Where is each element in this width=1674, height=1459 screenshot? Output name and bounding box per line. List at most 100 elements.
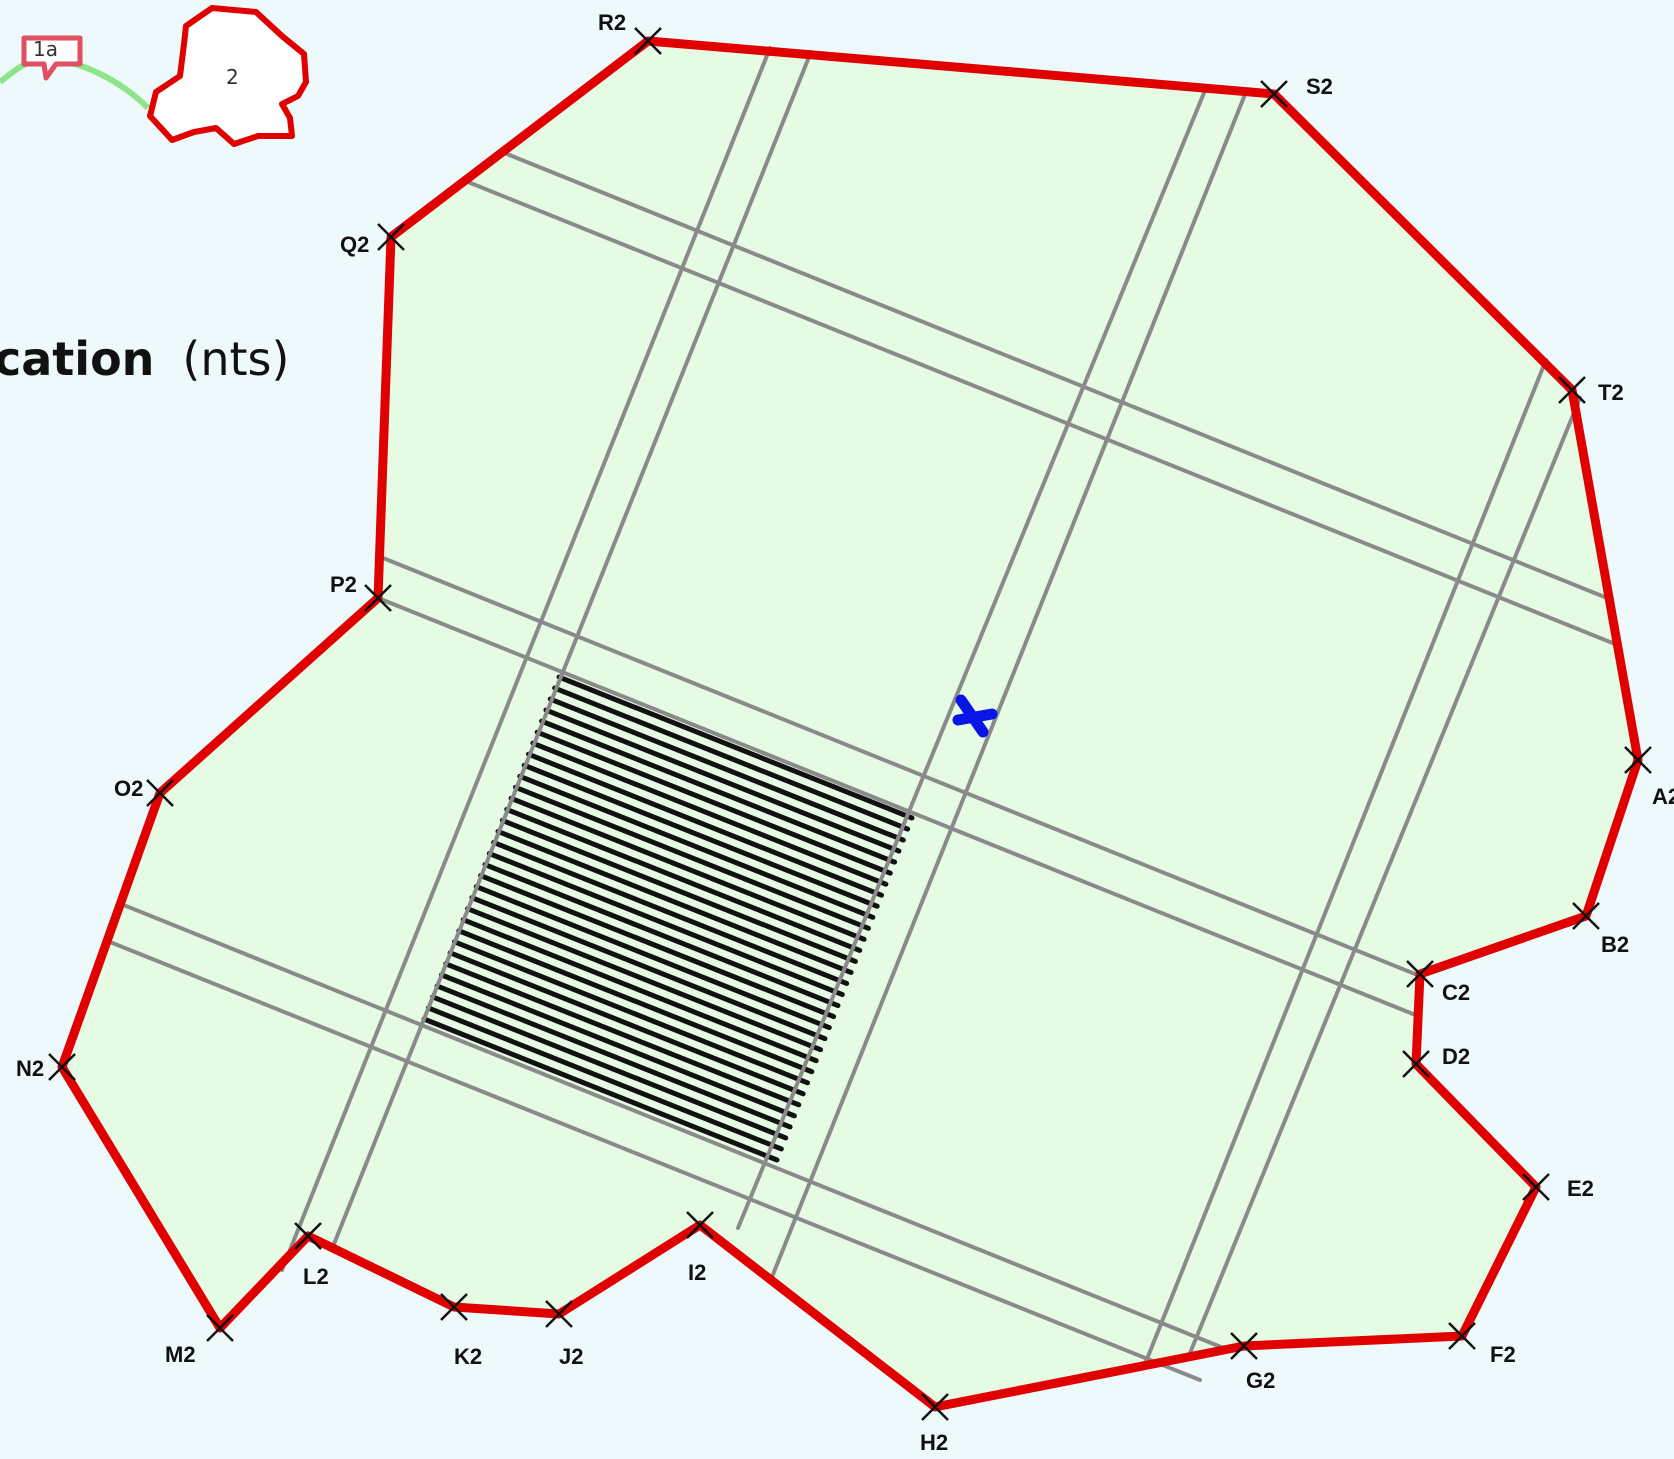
x-cross-icon bbox=[206, 1314, 234, 1342]
vertex-t2[interactable]: T2 bbox=[1558, 376, 1624, 405]
site-area bbox=[62, 41, 1638, 1407]
hatch-line bbox=[460, 917, 819, 1064]
vertex-d2[interactable]: D2 bbox=[1402, 1044, 1470, 1078]
x-cross-icon bbox=[545, 1300, 573, 1328]
hatch-line bbox=[469, 895, 828, 1042]
vertex-b2[interactable]: B2 bbox=[1572, 902, 1629, 957]
vertex-label: B2 bbox=[1601, 932, 1629, 957]
vertex-label: M2 bbox=[165, 1342, 196, 1367]
vertex-r2[interactable]: R2 bbox=[598, 10, 662, 55]
x-cross-icon bbox=[1522, 1173, 1550, 1201]
vertex-label: F2 bbox=[1490, 1342, 1516, 1367]
x-cross-icon bbox=[1558, 376, 1586, 404]
vertex-a2[interactable]: A2 bbox=[1624, 746, 1674, 809]
x-cross-icon bbox=[146, 779, 174, 807]
hatch-line bbox=[473, 884, 832, 1031]
x-cross-icon bbox=[686, 1211, 714, 1239]
vertex-c2[interactable]: C2 bbox=[1406, 960, 1470, 1005]
vertex-n2[interactable]: N2 bbox=[16, 1053, 76, 1081]
blue-plus-icon[interactable] bbox=[952, 694, 998, 738]
vertex-label: L2 bbox=[303, 1264, 329, 1289]
hatch-line bbox=[478, 873, 837, 1020]
hatch-line bbox=[430, 994, 789, 1141]
vertex-m2[interactable]: M2 bbox=[165, 1314, 234, 1367]
x-cross-icon bbox=[634, 27, 662, 55]
vertex-label: A2 bbox=[1652, 784, 1674, 809]
vertex-f2[interactable]: F2 bbox=[1448, 1322, 1516, 1367]
title-text: cation bbox=[0, 332, 155, 386]
x-cross-icon bbox=[377, 223, 405, 251]
vertex-label: R2 bbox=[598, 10, 626, 35]
hatch-line bbox=[556, 674, 915, 821]
x-cross-icon bbox=[1406, 960, 1434, 988]
vertex-p2[interactable]: P2 bbox=[330, 572, 392, 612]
grid-lines bbox=[108, 46, 1622, 1382]
hatch-line bbox=[421, 1016, 780, 1163]
hatch-line bbox=[465, 906, 824, 1053]
hatch-line bbox=[425, 1005, 784, 1152]
hatch-line bbox=[547, 696, 906, 843]
vertex-label: O2 bbox=[114, 776, 143, 801]
hatch-line bbox=[534, 729, 893, 876]
hatch-line bbox=[521, 762, 880, 909]
vertex-label: P2 bbox=[330, 572, 357, 597]
hatch-line bbox=[434, 983, 793, 1130]
hatch-line bbox=[530, 740, 889, 887]
hatch-line bbox=[447, 950, 806, 1097]
hatch-line bbox=[491, 839, 850, 986]
x-cross-icon bbox=[1448, 1322, 1476, 1350]
hatch-line bbox=[451, 939, 810, 1086]
hatch-line bbox=[526, 751, 885, 898]
vertex-g2[interactable]: G2 bbox=[1230, 1332, 1275, 1393]
x-cross-icon bbox=[921, 1393, 949, 1421]
hatch-line bbox=[512, 784, 871, 931]
scale-note: (nts) bbox=[182, 332, 290, 386]
vertex-label: T2 bbox=[1598, 380, 1624, 405]
vertex-label: I2 bbox=[688, 1260, 706, 1285]
inset-tag-label: 1a bbox=[33, 37, 58, 61]
vertex-label: K2 bbox=[454, 1344, 482, 1369]
hatch-line bbox=[543, 707, 902, 854]
vertex-e2[interactable]: E2 bbox=[1522, 1173, 1594, 1201]
hatch-line bbox=[508, 795, 867, 942]
page-title: cation (nts) bbox=[0, 332, 289, 386]
vertex-q2[interactable]: Q2 bbox=[340, 223, 405, 257]
vertex-label: Q2 bbox=[340, 232, 369, 257]
vertex-label: H2 bbox=[920, 1430, 948, 1455]
x-cross-icon bbox=[1230, 1332, 1258, 1360]
vertex-label: N2 bbox=[16, 1056, 44, 1081]
x-cross-icon bbox=[440, 1293, 468, 1321]
vertex-label: J2 bbox=[559, 1344, 583, 1369]
vertex-label: G2 bbox=[1246, 1368, 1275, 1393]
vertex-i2[interactable]: I2 bbox=[686, 1211, 714, 1285]
x-cross-icon bbox=[294, 1222, 322, 1250]
vertex-label: E2 bbox=[1567, 1176, 1594, 1201]
hatch-line bbox=[482, 862, 841, 1009]
hatch-line bbox=[517, 773, 876, 920]
vertex-j2[interactable]: J2 bbox=[545, 1300, 583, 1369]
hatch-line bbox=[456, 928, 815, 1075]
hatched-block bbox=[421, 674, 915, 1163]
vertex-label: S2 bbox=[1306, 74, 1333, 99]
x-cross-icon bbox=[1572, 902, 1600, 930]
x-cross-icon bbox=[1260, 80, 1288, 108]
vertex-h2[interactable]: H2 bbox=[920, 1393, 949, 1455]
vertex-s2[interactable]: S2 bbox=[1260, 74, 1333, 108]
inset-tag[interactable]: 1a bbox=[21, 35, 83, 81]
x-cross-icon bbox=[1402, 1050, 1430, 1078]
inset-site[interactable]: 2 bbox=[147, 5, 309, 147]
vertex-k2[interactable]: K2 bbox=[440, 1293, 482, 1369]
vertex-label: D2 bbox=[1442, 1044, 1470, 1069]
hatch-line bbox=[539, 718, 898, 865]
hatch-line bbox=[438, 972, 797, 1119]
inset-site-label: 2 bbox=[226, 65, 239, 89]
vertex-o2[interactable]: O2 bbox=[114, 776, 174, 807]
hatch-line bbox=[552, 685, 911, 832]
hatch-line bbox=[443, 961, 802, 1108]
hatch-line bbox=[504, 806, 863, 953]
hatch-line bbox=[499, 817, 858, 964]
x-cross-icon bbox=[48, 1053, 76, 1081]
vertex-label: C2 bbox=[1442, 980, 1470, 1005]
vertex-l2[interactable]: L2 bbox=[294, 1222, 329, 1289]
